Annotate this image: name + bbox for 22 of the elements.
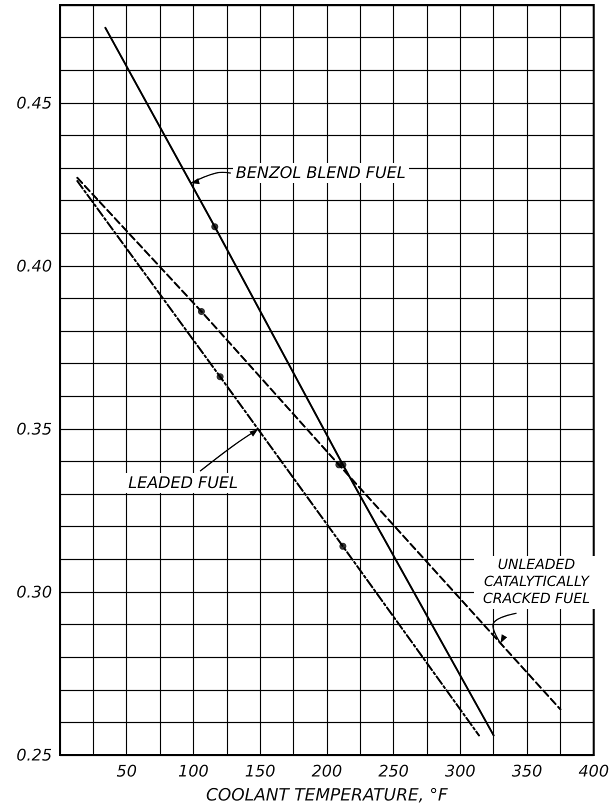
point	[339, 542, 346, 550]
point	[216, 373, 224, 380]
x-tick-label: 350	[512, 762, 542, 780]
x-tick-label: 100	[178, 762, 209, 780]
x-axis-title: COOLANT TEMPERATURE, °F	[206, 786, 448, 806]
x-tick-label: 400	[578, 762, 610, 780]
x-tick-label: 200	[312, 762, 342, 780]
point	[211, 223, 218, 230]
point	[198, 308, 205, 316]
text: LEADED FUEL	[115, 473, 252, 494]
x-tick-label: 300	[445, 762, 476, 780]
x-tick-label: 50	[116, 762, 137, 780]
legend-label: BENZOL BLEND FUEL	[232, 163, 409, 184]
x-tick-label: 250	[378, 762, 409, 780]
y-tick-label: 0.40	[16, 256, 52, 276]
y-tick-label: 0.45	[16, 93, 52, 112]
series-label: UNLEADED CATALYTICALLY CRACKED FUEL	[474, 556, 598, 610]
point	[335, 461, 342, 468]
y-tick-label: 0.30	[16, 582, 52, 602]
y-tick-label: 0.35	[16, 419, 52, 438]
x-tick-label: 150	[244, 762, 276, 780]
y-tick-label: 0.25	[16, 746, 52, 764]
